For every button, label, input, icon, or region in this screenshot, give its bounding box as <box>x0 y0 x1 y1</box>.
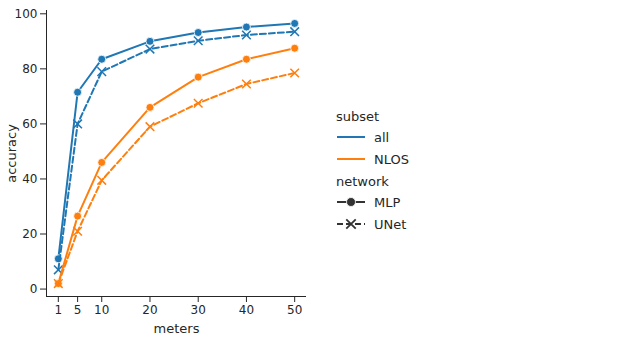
svg-text:100: 100 <box>15 7 38 21</box>
svg-text:20: 20 <box>22 227 37 241</box>
svg-text:1: 1 <box>54 303 62 317</box>
html-text:MLP: MLP <box>374 194 401 210</box>
svg-text:meters: meters <box>154 321 200 336</box>
svg-text:0: 0 <box>30 282 38 296</box>
svg-text:50: 50 <box>287 303 302 317</box>
html-text:subset: subset <box>336 109 380 124</box>
svg-text:10: 10 <box>94 303 109 317</box>
svg-text:5: 5 <box>74 303 82 317</box>
html-text:UNet: UNet <box>374 216 407 232</box>
svg-text:30: 30 <box>191 303 206 317</box>
html-text:NLOS: NLOS <box>374 151 409 167</box>
html-text:network: network <box>336 174 389 189</box>
svg-text:accuracy: accuracy <box>4 124 19 183</box>
html-text:all: all <box>374 129 390 145</box>
svg-text:40: 40 <box>22 172 37 186</box>
svg-text:80: 80 <box>22 62 37 76</box>
svg-text:40: 40 <box>239 303 254 317</box>
svg-text:60: 60 <box>22 117 37 131</box>
svg-text:20: 20 <box>142 303 157 317</box>
